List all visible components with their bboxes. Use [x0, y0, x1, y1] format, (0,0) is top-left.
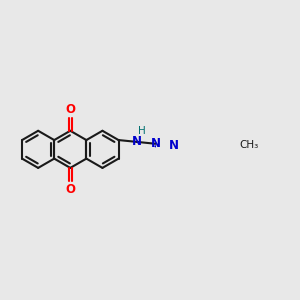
- Text: N: N: [151, 137, 160, 150]
- Text: CH₃: CH₃: [239, 140, 259, 150]
- Text: N: N: [169, 139, 179, 152]
- Text: O: O: [65, 103, 75, 116]
- Text: H: H: [138, 126, 146, 136]
- Text: O: O: [65, 183, 75, 196]
- Text: N: N: [132, 135, 142, 148]
